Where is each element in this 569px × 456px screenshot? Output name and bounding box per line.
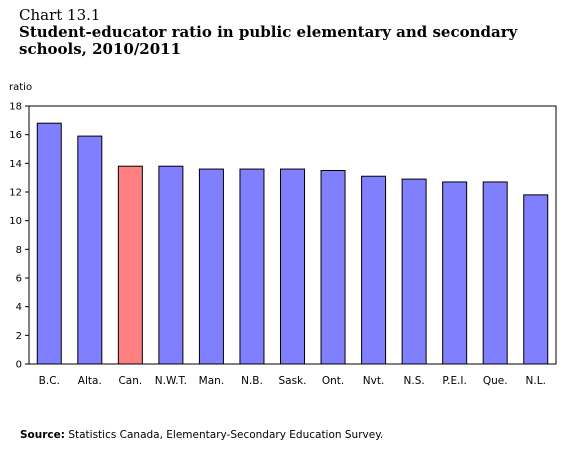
- chart-title: Chart 13.1 Student-educator ratio in pub…: [19, 7, 559, 58]
- x-tick-label: N.S.: [404, 375, 425, 387]
- bar-can: [117, 165, 143, 365]
- x-tick-label: Ont.: [322, 375, 344, 387]
- x-tick-label: P.E.I.: [442, 375, 466, 387]
- y-axis-label: ratio: [9, 82, 32, 93]
- bar-nl: [523, 194, 549, 365]
- y-tick-label: 8: [16, 245, 22, 256]
- x-tick-label: B.C.: [39, 375, 60, 387]
- bar-ont: [320, 170, 346, 365]
- x-tick-label: Que.: [483, 375, 508, 387]
- x-tick-label: Nvt.: [363, 375, 385, 387]
- source-text: Statistics Canada, Elementary-Secondary …: [68, 429, 384, 441]
- y-tick-label: 16: [9, 130, 22, 141]
- chart-title-line: Student-educator ratio in public element…: [19, 23, 518, 41]
- x-tick-label: N.W.T.: [155, 375, 187, 387]
- plot-frame: [28, 105, 557, 365]
- bar-pei: [442, 181, 468, 365]
- bar-ns: [401, 178, 427, 365]
- x-tick-label: N.B.: [241, 375, 263, 387]
- y-tick-label: 12: [9, 188, 22, 199]
- x-tick-label: Alta.: [78, 375, 102, 387]
- bar-nvt: [361, 175, 387, 365]
- x-tick-label: Sask.: [279, 375, 307, 387]
- y-tick-label: 2: [16, 331, 22, 342]
- x-tick-label: Can.: [118, 375, 142, 387]
- y-tick-label: 4: [16, 302, 22, 313]
- y-tick-label: 0: [16, 360, 22, 371]
- y-tick-label: 6: [16, 274, 22, 285]
- bar-sask: [280, 168, 305, 365]
- y-tick-label: 14: [9, 159, 22, 170]
- bar-man: [198, 168, 224, 365]
- y-tick-label: 10: [9, 216, 22, 227]
- y-tick-label: 18: [9, 102, 22, 113]
- bar-bc: [36, 122, 62, 365]
- bar-alta: [77, 135, 103, 365]
- chart-number: Chart 13.1: [19, 6, 101, 24]
- x-tick-label: Man.: [199, 375, 225, 387]
- source-note: Source: Statistics Canada, Elementary-Se…: [20, 429, 383, 441]
- bar-nb: [239, 168, 265, 365]
- chart-title-line: schools, 2010/2011: [19, 40, 182, 58]
- bar-nwt: [158, 165, 184, 365]
- bar-que: [482, 181, 508, 365]
- x-tick-label: N.L.: [526, 375, 546, 387]
- source-label: Source:: [20, 429, 65, 441]
